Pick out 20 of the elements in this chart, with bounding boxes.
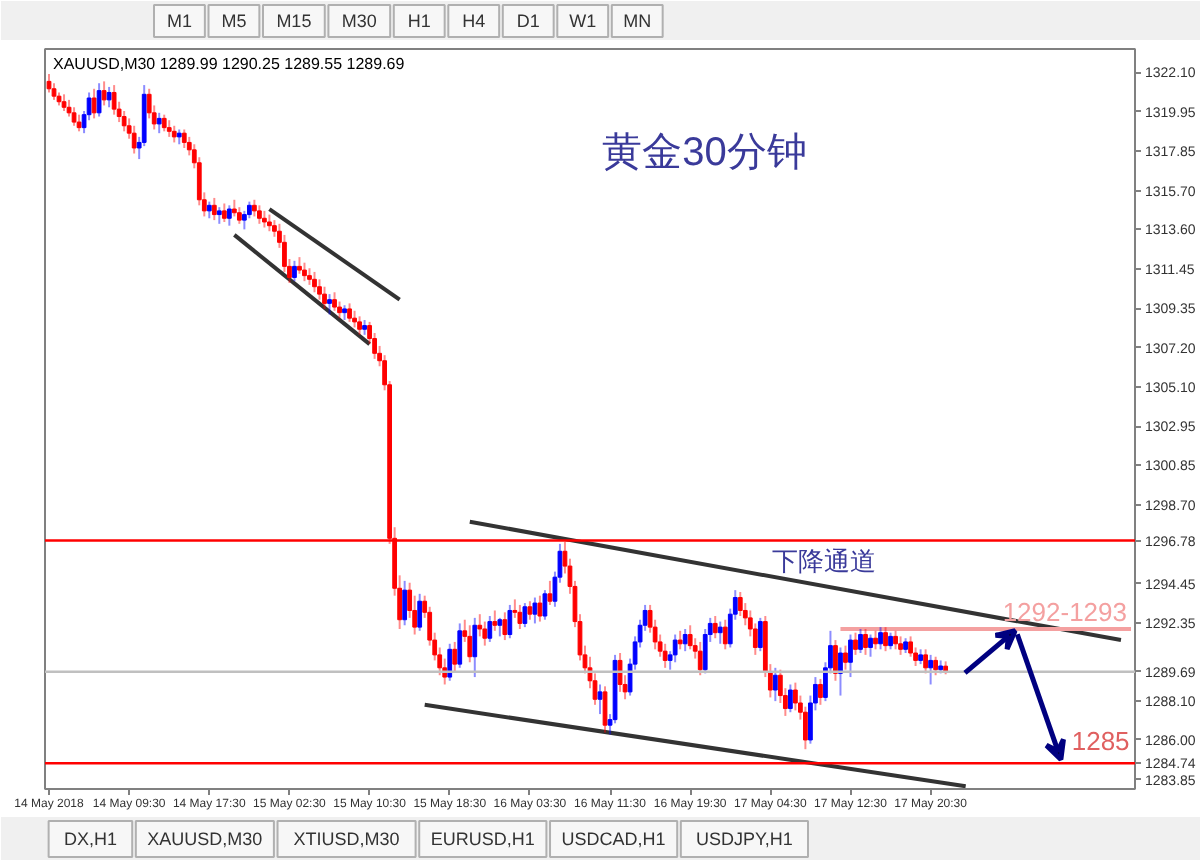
- text: USDJPY,H1: [696, 829, 793, 849]
- text: MN: [623, 11, 652, 31]
- text: XAUUSD,M30: [147, 829, 263, 849]
- annotation: 1285: [1071, 726, 1130, 757]
- text: EURUSD,H1: [430, 829, 535, 849]
- text: XTIUSD,M30: [293, 829, 400, 849]
- text: H4: [462, 11, 486, 31]
- text: M30: [341, 11, 377, 31]
- chart-title: XAUUSD,M30 1289.99 1290.25 1289.55 1289.69: [53, 55, 406, 73]
- series-label: 1292-1293: [1002, 596, 1127, 627]
- text: 黄金30分钟: [602, 130, 807, 175]
- annotation: 下降通道: [772, 546, 877, 577]
- text: M5: [221, 11, 247, 31]
- text: M15: [276, 11, 312, 31]
- text: W1: [569, 11, 597, 31]
- text: M1: [166, 11, 192, 31]
- text: USDCAD,H1: [561, 829, 666, 849]
- text: H1: [407, 11, 431, 31]
- text: D1: [516, 11, 540, 31]
- text: DX,H1: [63, 829, 117, 849]
